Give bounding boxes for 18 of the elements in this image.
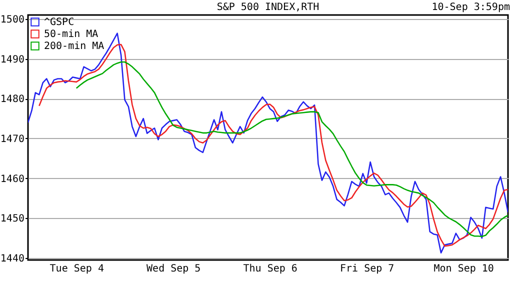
- y-tick-label: 1460: [0, 174, 24, 185]
- line-series: [76, 61, 508, 238]
- y-tick-label: 1500: [0, 14, 24, 26]
- y-tick-label: 1440: [0, 254, 24, 265]
- x-tick-label: Fri Sep 7: [340, 264, 394, 274]
- chart-title: S&P 500 INDEX,RTH: [216, 2, 320, 13]
- y-tick-label: 1470: [0, 134, 24, 145]
- legend-label: 50-min MA: [44, 29, 98, 40]
- y-tick-label: 1450: [0, 214, 24, 225]
- x-tick-label: Mon Sep 10: [434, 264, 494, 274]
- text: 10-Sep 3:59pm: [432, 2, 510, 13]
- x-tick-label: Wed Sep 5: [146, 264, 201, 274]
- legend-label: ^GSPC: [44, 17, 74, 28]
- y-tick-label: 1480: [0, 94, 24, 106]
- x-tick-label: Thu Sep 6: [243, 264, 298, 274]
- legend-label: 200-min MA: [44, 41, 104, 52]
- y-tick-label: 1490: [0, 54, 24, 66]
- x-tick-label: Tue Sep 4: [50, 264, 104, 274]
